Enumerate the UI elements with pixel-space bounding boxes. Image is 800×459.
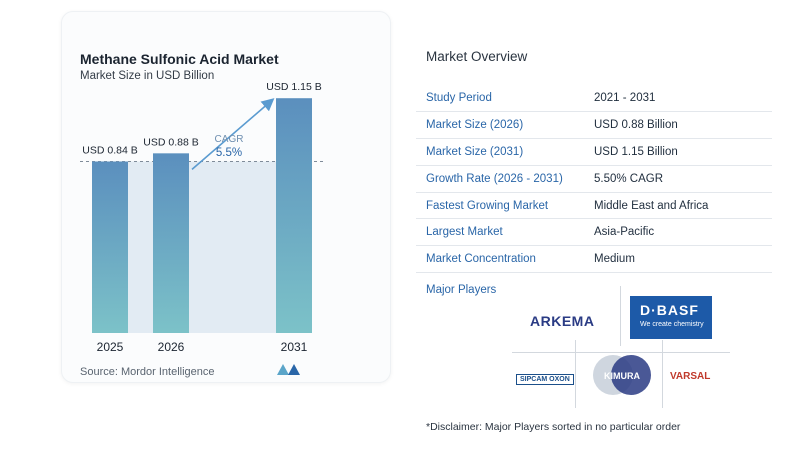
logo-divider bbox=[575, 340, 576, 408]
major-players-label: Major Players bbox=[426, 284, 497, 296]
row-key: Market Concentration bbox=[416, 245, 586, 274]
row-key: Market Size (2031) bbox=[416, 138, 586, 166]
cagr-arrow bbox=[191, 98, 275, 170]
data-label: USD 0.84 B bbox=[82, 145, 137, 157]
row-key: Market Size (2026) bbox=[416, 111, 586, 140]
source-note: Source: Mordor Intelligence bbox=[80, 366, 215, 378]
varsal-logo: VARSAL bbox=[670, 371, 711, 382]
bar-2025 bbox=[92, 161, 128, 333]
sipcam-oxon-logo: SIPCAM OXON bbox=[516, 374, 574, 385]
basf-tagline: We create chemistry bbox=[640, 321, 704, 328]
disclaimer-note: *Disclaimer: Major Players sorted in no … bbox=[426, 421, 681, 433]
mordor-logo-icon bbox=[277, 364, 300, 375]
overview-table: Study Period 2021 - 2031 Market Size (202… bbox=[416, 85, 772, 274]
row-value: 5.50% CAGR bbox=[586, 165, 772, 193]
table-row: Market Size (2031) USD 1.15 Billion bbox=[416, 138, 772, 166]
chart-subtitle: Market Size in USD Billion bbox=[80, 70, 215, 82]
bar-chart: USD 0.84 B 2025 USD 0.88 B 2026 USD 1.15 B 20… bbox=[80, 81, 326, 354]
kimura-wordmark: KIMURA bbox=[604, 371, 640, 381]
kimura-logo: KIMURA bbox=[593, 355, 651, 395]
logo-divider bbox=[662, 340, 663, 408]
row-value: USD 1.15 Billion bbox=[586, 138, 772, 166]
growth-area bbox=[92, 161, 312, 333]
basf-mark: D·BASF bbox=[640, 302, 699, 318]
x-tick-label: 2026 bbox=[158, 340, 185, 354]
cagr-value: 5.5% bbox=[216, 147, 242, 159]
table-row: Growth Rate (2026 - 2031) 5.50% CAGR bbox=[416, 165, 772, 193]
logo-divider bbox=[620, 286, 621, 346]
table-row: Study Period 2021 - 2031 bbox=[416, 85, 772, 113]
data-label: USD 1.15 B bbox=[266, 81, 321, 93]
overview-title: Market Overview bbox=[426, 49, 528, 64]
row-value: Middle East and Africa bbox=[586, 192, 772, 220]
row-key: Growth Rate (2026 - 2031) bbox=[416, 165, 586, 193]
row-key: Study Period bbox=[416, 85, 586, 113]
x-tick-label: 2025 bbox=[97, 340, 124, 354]
cagr-label: CAGR bbox=[215, 134, 244, 145]
table-row: Market Concentration Medium bbox=[416, 245, 772, 274]
x-tick-label: 2031 bbox=[281, 340, 308, 354]
row-value: Medium bbox=[586, 245, 772, 274]
row-key: Fastest Growing Market bbox=[416, 192, 586, 220]
basf-logo: D·BASF We create chemistry bbox=[630, 296, 712, 339]
row-value: Asia-Pacific bbox=[586, 218, 772, 247]
table-row: Largest Market Asia-Pacific bbox=[416, 218, 772, 247]
row-value: 2021 - 2031 bbox=[586, 85, 772, 113]
table-row: Fastest Growing Market Middle East and Af… bbox=[416, 192, 772, 220]
table-row: Market Size (2026) USD 0.88 Billion bbox=[416, 111, 772, 140]
chart-title: Methane Sulfonic Acid Market bbox=[80, 51, 279, 67]
data-label: USD 0.88 B bbox=[143, 136, 198, 148]
bar-2031 bbox=[276, 98, 312, 333]
row-value: USD 0.88 Billion bbox=[586, 111, 772, 140]
bar-2026 bbox=[153, 153, 189, 333]
arkema-logo: ARKEMA bbox=[530, 313, 595, 329]
row-key: Largest Market bbox=[416, 218, 586, 247]
logo-divider bbox=[512, 352, 730, 353]
